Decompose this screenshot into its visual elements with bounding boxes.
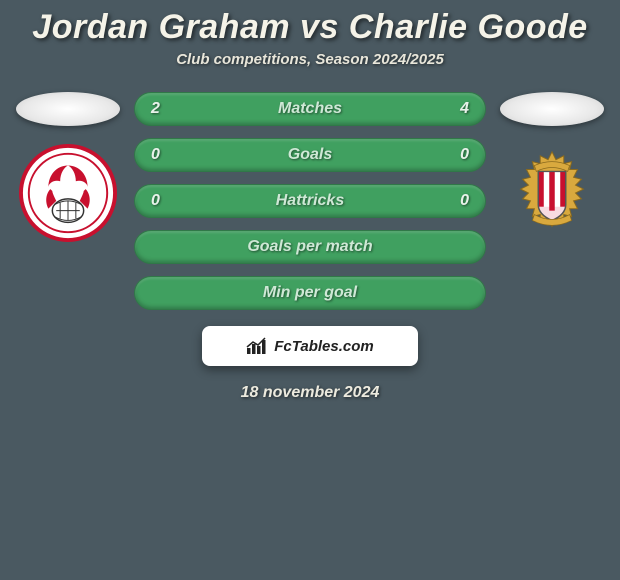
left-player-avatar: [16, 92, 120, 126]
stat-right-value: 0: [460, 192, 469, 210]
stevenage-crest-icon: [503, 144, 601, 242]
footer-brand-text: FcTables.com: [274, 338, 373, 355]
date-line: 18 november 2024: [0, 384, 620, 402]
right-player-avatar: [500, 92, 604, 126]
stat-row-mpg: Min per goal: [134, 276, 486, 310]
stat-label: Hattricks: [276, 192, 344, 210]
left-player-column: [8, 92, 128, 242]
stat-row-hattricks: 0 Hattricks 0: [134, 184, 486, 218]
footer-brand-card[interactable]: FcTables.com: [202, 326, 418, 366]
stat-label: Goals per match: [247, 238, 372, 256]
left-club-crest: [19, 144, 117, 242]
stat-right-value: 0: [460, 146, 469, 164]
stat-label: Matches: [278, 100, 342, 118]
stats-column: 2 Matches 4 0 Goals 0 0 Hattricks 0 Goal…: [128, 92, 492, 310]
stat-left-value: 0: [151, 146, 160, 164]
stat-right-value: 4: [460, 100, 469, 118]
stat-left-value: 0: [151, 192, 160, 210]
stat-row-gpm: Goals per match: [134, 230, 486, 264]
content-row: 2 Matches 4 0 Goals 0 0 Hattricks 0 Goal…: [0, 92, 620, 310]
stat-row-goals: 0 Goals 0: [134, 138, 486, 172]
right-club-crest: [503, 144, 601, 242]
page-title: Jordan Graham vs Charlie Goode: [0, 0, 620, 51]
stat-label: Min per goal: [263, 284, 357, 302]
subtitle: Club competitions, Season 2024/2025: [0, 51, 620, 92]
comparison-card: Jordan Graham vs Charlie Goode Club comp…: [0, 0, 620, 402]
stat-left-value: 2: [151, 100, 160, 118]
right-player-column: [492, 92, 612, 242]
bar-chart-icon: [246, 337, 268, 355]
stat-row-matches: 2 Matches 4: [134, 92, 486, 126]
stat-label: Goals: [288, 146, 332, 164]
leyton-orient-crest-icon: [19, 144, 117, 242]
